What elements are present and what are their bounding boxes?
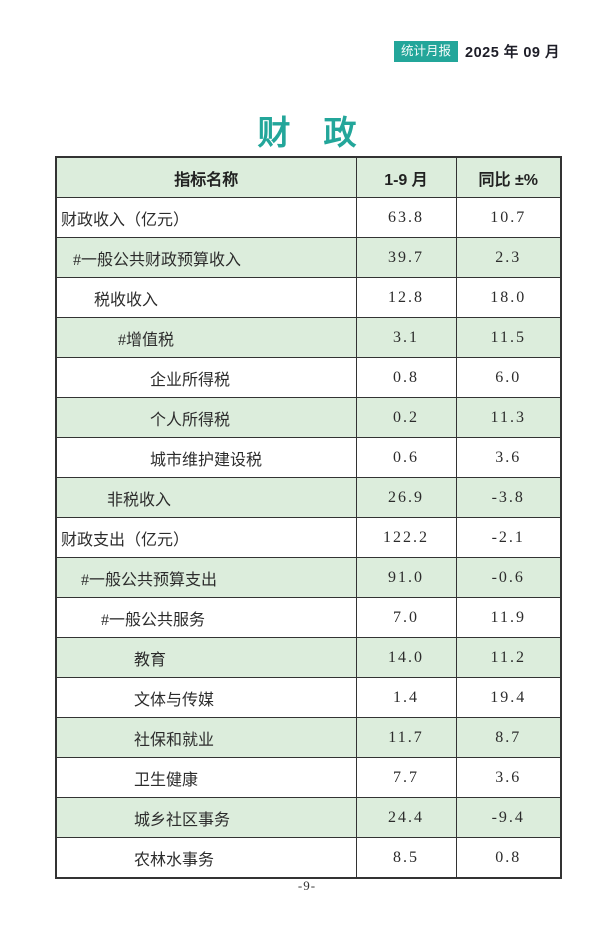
table-row: 财政支出（亿元） 122.2 -2.1 <box>55 517 562 558</box>
table-row: 城乡社区事务 24.4 -9.4 <box>55 797 562 838</box>
period-value: 11.7 <box>355 717 457 758</box>
table-row: 教育 14.0 11.2 <box>55 637 562 678</box>
indicator-name: 社保和就业 <box>55 717 357 758</box>
finance-table: 指标名称 1-9 月 同比 ±% 财政收入（亿元） 63.8 10.7 #一般公共财政… <box>55 156 562 879</box>
yoy-value: 8.7 <box>455 717 562 758</box>
indicator-name: 卫生健康 <box>55 757 357 798</box>
yoy-value: 0.8 <box>455 837 562 879</box>
period-value: 1.4 <box>355 677 457 718</box>
table-row: #增值税 3.1 11.5 <box>55 317 562 358</box>
indicator-name: #一般公共预算支出 <box>55 557 357 598</box>
table-row: 农林水事务 8.5 0.8 <box>55 837 562 879</box>
period-value: 91.0 <box>355 557 457 598</box>
period-value: 0.2 <box>355 397 457 438</box>
indicator-name: 城市维护建设税 <box>55 437 357 478</box>
yoy-value: -0.6 <box>455 557 562 598</box>
report-date: 2025 年 09 月 <box>465 45 560 61</box>
period-value: 7.7 <box>355 757 457 798</box>
period-value: 26.9 <box>355 477 457 518</box>
yoy-value: 3.6 <box>455 757 562 798</box>
table-row: #一般公共财政预算收入 39.7 2.3 <box>55 237 562 278</box>
table-row: 社保和就业 11.7 8.7 <box>55 717 562 758</box>
yoy-value: 6.0 <box>455 357 562 398</box>
table-row: 非税收入 26.9 -3.8 <box>55 477 562 518</box>
indicator-name: #一般公共服务 <box>55 597 357 638</box>
indicator-name: #增值税 <box>55 317 357 358</box>
column-header-indicator: 指标名称 <box>55 156 357 198</box>
yoy-value: -3.8 <box>455 477 562 518</box>
yoy-value: 10.7 <box>455 197 562 238</box>
monthly-report-badge: 统计月报 <box>394 41 459 62</box>
yoy-value: 3.6 <box>455 437 562 478</box>
page-number: -9- <box>297 878 317 893</box>
yoy-value: 11.2 <box>455 637 562 678</box>
table-row: 城市维护建设税 0.6 3.6 <box>55 437 562 478</box>
yoy-value: 19.4 <box>455 677 562 718</box>
period-value: 12.8 <box>355 277 457 318</box>
report-header: 统计月报 2025 年 09 月 <box>394 41 560 62</box>
indicator-name: 财政支出（亿元） <box>55 517 357 558</box>
indicator-name: 教育 <box>55 637 357 678</box>
column-header-period: 1-9 月 <box>355 156 457 198</box>
table-row: 文体与传媒 1.4 19.4 <box>55 677 562 718</box>
indicator-name: 文体与传媒 <box>55 677 357 718</box>
period-value: 63.8 <box>355 197 457 238</box>
period-value: 0.6 <box>355 437 457 478</box>
period-value: 24.4 <box>355 797 457 838</box>
yoy-value: -9.4 <box>455 797 562 838</box>
yoy-value: 11.5 <box>455 317 562 358</box>
indicator-name: 税收收入 <box>55 277 357 318</box>
indicator-name: 财政收入（亿元） <box>55 197 357 238</box>
table-row: #一般公共服务 7.0 11.9 <box>55 597 562 638</box>
monthly-report-badge-label: 统计月报 <box>401 44 452 58</box>
header-row: 指标名称 1-9 月 同比 ±% <box>55 156 562 198</box>
period-value: 14.0 <box>355 637 457 678</box>
yoy-value: 18.0 <box>455 277 562 318</box>
period-value: 3.1 <box>355 317 457 358</box>
period-value: 8.5 <box>355 837 457 879</box>
finance-table-head: 指标名称 1-9 月 同比 ±% <box>55 156 562 198</box>
table-row: 企业所得税 0.8 6.0 <box>55 357 562 398</box>
yoy-value: 11.3 <box>455 397 562 438</box>
indicator-name: #一般公共财政预算收入 <box>55 237 357 278</box>
indicator-name: 农林水事务 <box>55 837 357 879</box>
table-row: 个人所得税 0.2 11.3 <box>55 397 562 438</box>
indicator-name: 城乡社区事务 <box>55 797 357 838</box>
table-row: 税收收入 12.8 18.0 <box>55 277 562 318</box>
yoy-value: -2.1 <box>455 517 562 558</box>
table-row: 财政收入（亿元） 63.8 10.7 <box>55 197 562 238</box>
period-value: 7.0 <box>355 597 457 638</box>
yoy-value: 11.9 <box>455 597 562 638</box>
yoy-value: 2.3 <box>455 237 562 278</box>
column-header-yoy: 同比 ±% <box>455 156 562 198</box>
period-value: 39.7 <box>355 237 457 278</box>
indicator-name: 非税收入 <box>55 477 357 518</box>
period-value: 122.2 <box>355 517 457 558</box>
finance-table-body: 财政收入（亿元） 63.8 10.7 #一般公共财政预算收入 39.7 2.3 税收收入 12… <box>55 197 562 879</box>
indicator-name: 企业所得税 <box>55 357 357 398</box>
table-row: #一般公共预算支出 91.0 -0.6 <box>55 557 562 598</box>
table-row: 卫生健康 7.7 3.6 <box>55 757 562 798</box>
indicator-name: 个人所得税 <box>55 397 357 438</box>
period-value: 0.8 <box>355 357 457 398</box>
page-title: 财 政 <box>257 116 357 153</box>
